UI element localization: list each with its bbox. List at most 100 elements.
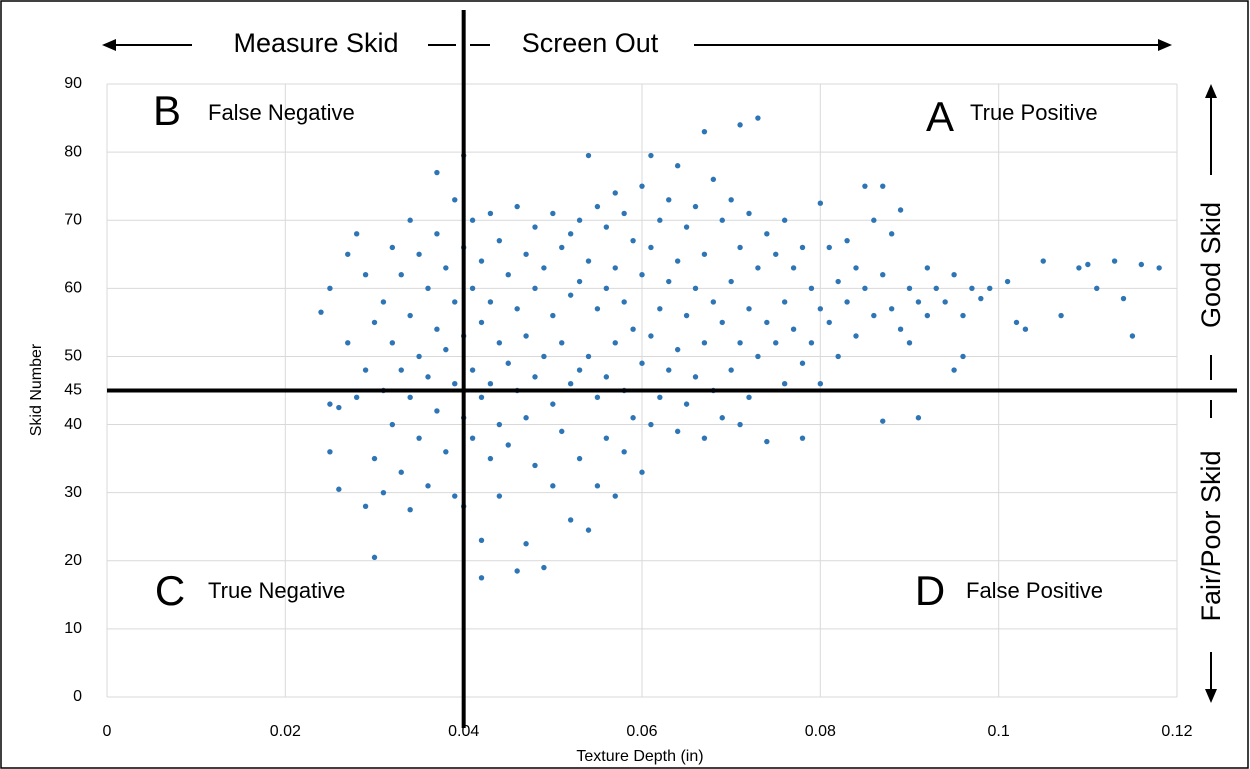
point bbox=[532, 374, 538, 380]
point bbox=[1085, 261, 1091, 268]
point bbox=[425, 483, 431, 489]
point bbox=[487, 455, 494, 462]
point bbox=[389, 421, 396, 428]
point bbox=[657, 394, 663, 401]
point bbox=[496, 237, 503, 244]
point bbox=[407, 394, 413, 401]
point bbox=[746, 306, 752, 312]
point bbox=[550, 401, 556, 407]
point bbox=[951, 272, 957, 278]
point bbox=[746, 210, 752, 217]
point bbox=[478, 258, 485, 264]
point bbox=[835, 353, 841, 360]
point bbox=[710, 176, 717, 183]
point bbox=[1040, 258, 1046, 264]
x-tick-label: 0.06 bbox=[626, 723, 657, 740]
annotation: Fair/Poor Skid bbox=[1196, 450, 1226, 621]
point bbox=[505, 272, 511, 278]
quadrant-letter: A bbox=[926, 93, 954, 140]
point bbox=[434, 326, 440, 332]
point bbox=[924, 312, 931, 319]
point bbox=[576, 455, 583, 462]
x-tick-label: 0.02 bbox=[270, 723, 301, 740]
point bbox=[371, 319, 378, 326]
point bbox=[773, 251, 779, 257]
point bbox=[888, 231, 895, 237]
point bbox=[621, 449, 627, 455]
point bbox=[452, 197, 458, 203]
point bbox=[933, 285, 939, 292]
point bbox=[318, 309, 324, 315]
point bbox=[576, 278, 583, 285]
point bbox=[380, 299, 387, 305]
point bbox=[719, 319, 725, 326]
quadrant-letter: D bbox=[915, 567, 945, 614]
point bbox=[621, 299, 627, 305]
point bbox=[1076, 265, 1082, 271]
point bbox=[960, 312, 966, 319]
point bbox=[701, 128, 708, 135]
point bbox=[1022, 326, 1029, 332]
point bbox=[603, 435, 610, 441]
point bbox=[371, 554, 378, 561]
point bbox=[550, 483, 556, 489]
point bbox=[639, 272, 645, 278]
point bbox=[621, 210, 627, 217]
point bbox=[416, 251, 422, 257]
point bbox=[585, 152, 592, 159]
point bbox=[496, 340, 503, 346]
point bbox=[692, 203, 699, 210]
point bbox=[648, 244, 654, 251]
point bbox=[764, 231, 770, 237]
point bbox=[380, 489, 387, 496]
point bbox=[924, 265, 931, 271]
point bbox=[666, 197, 672, 203]
point bbox=[666, 278, 672, 285]
point bbox=[1120, 295, 1127, 302]
point bbox=[799, 244, 806, 251]
point bbox=[666, 367, 672, 373]
point bbox=[469, 285, 476, 292]
x-tick-label: 0.12 bbox=[1161, 723, 1192, 740]
point bbox=[897, 326, 904, 332]
point bbox=[496, 493, 503, 499]
point bbox=[755, 353, 761, 360]
point bbox=[808, 285, 815, 292]
point bbox=[648, 421, 654, 428]
point bbox=[443, 346, 449, 353]
point bbox=[327, 285, 333, 292]
point bbox=[594, 203, 601, 210]
point bbox=[469, 367, 476, 373]
point bbox=[1058, 312, 1064, 319]
y-tick-label: 50 bbox=[64, 348, 82, 365]
point bbox=[817, 200, 824, 206]
x-axis-label: Texture Depth (in) bbox=[576, 748, 703, 765]
point bbox=[523, 415, 529, 421]
point bbox=[817, 306, 824, 312]
point bbox=[781, 217, 788, 223]
point bbox=[425, 374, 431, 380]
point bbox=[434, 169, 440, 176]
point bbox=[1004, 278, 1011, 285]
point bbox=[594, 483, 601, 489]
point bbox=[639, 360, 645, 366]
point bbox=[478, 394, 485, 401]
quadrant-label: True Negative bbox=[208, 578, 345, 603]
point bbox=[505, 442, 511, 448]
point bbox=[701, 340, 708, 346]
point bbox=[1094, 285, 1100, 292]
point bbox=[585, 353, 592, 360]
y-tick-label: 10 bbox=[64, 620, 82, 637]
y-axis-label: Skid Number bbox=[28, 343, 45, 436]
point bbox=[336, 404, 342, 411]
points bbox=[318, 115, 1162, 581]
point bbox=[808, 340, 815, 346]
x-tick-label: 0.08 bbox=[805, 723, 836, 740]
annotation: Measure Skid bbox=[233, 28, 398, 58]
point bbox=[478, 537, 485, 544]
point bbox=[550, 210, 556, 217]
point bbox=[478, 319, 485, 326]
point bbox=[737, 244, 743, 251]
point bbox=[1129, 333, 1136, 339]
